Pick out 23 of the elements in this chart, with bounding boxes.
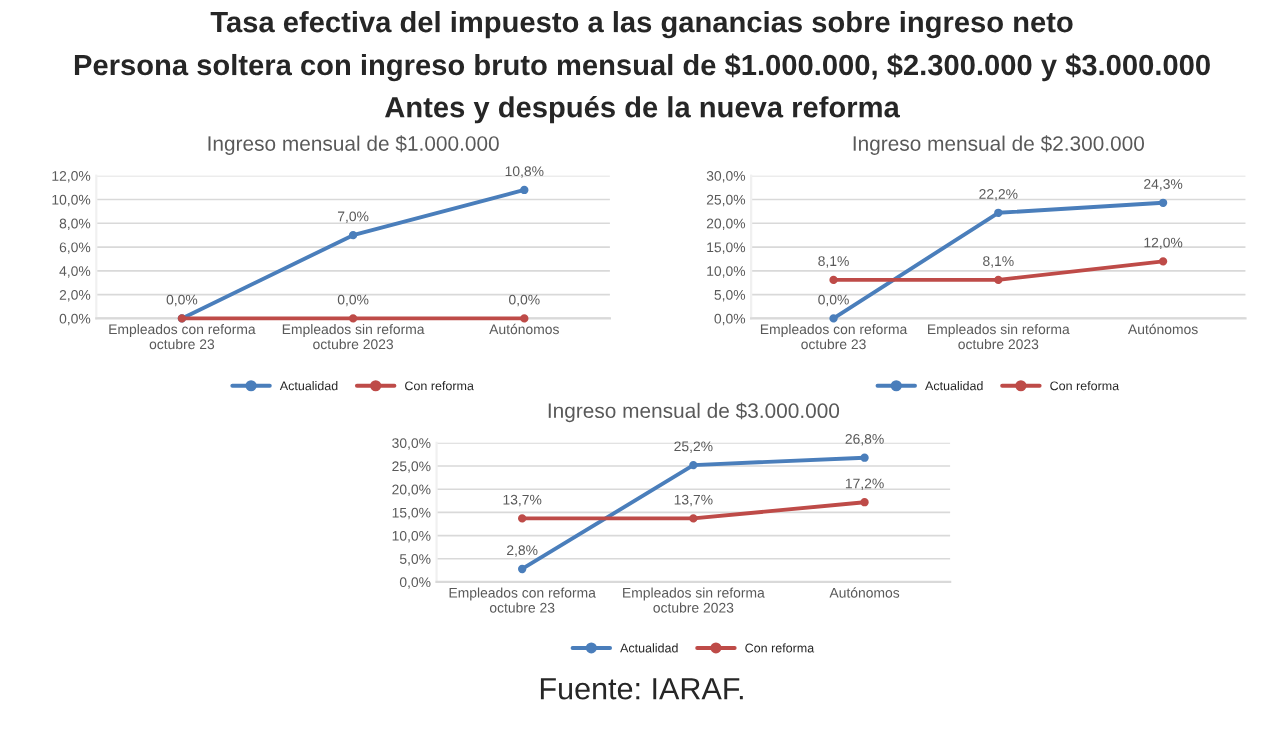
point bbox=[689, 460, 698, 470]
point bbox=[348, 314, 358, 323]
source-note: Fuente: IARAF. bbox=[540, 678, 743, 700]
chart-title: Ingreso mensual de $1.000.000 bbox=[208, 135, 499, 155]
point bbox=[689, 514, 698, 523]
point bbox=[860, 453, 869, 462]
point bbox=[1158, 198, 1168, 207]
point bbox=[517, 564, 527, 574]
text: Tasa efectiva del impuesto a las ganancias sobre ingreso neto bbox=[210, 10, 1073, 39]
point bbox=[994, 208, 1003, 217]
point bbox=[517, 514, 527, 523]
point bbox=[829, 314, 838, 323]
point bbox=[520, 314, 529, 323]
point bbox=[1158, 257, 1168, 266]
point bbox=[348, 230, 358, 240]
point bbox=[520, 185, 529, 195]
chart-title: Ingreso mensual de $2.300.000 bbox=[853, 135, 1145, 155]
chart-title: Ingreso mensual de $3.000.000 bbox=[548, 402, 840, 423]
point bbox=[829, 275, 838, 285]
point bbox=[994, 275, 1003, 285]
point bbox=[860, 498, 869, 507]
text: Persona soltera con ingreso bruto mensual de $1.000.000, $2.300.000 y $3.000.000 bbox=[74, 53, 1210, 82]
text: Antes y después de la nueva reforma bbox=[385, 95, 900, 124]
